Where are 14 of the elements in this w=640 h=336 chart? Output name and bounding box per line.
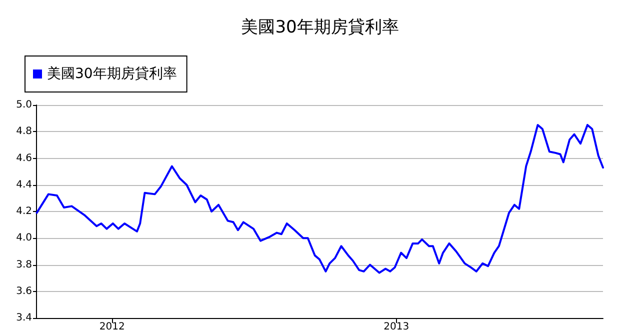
y-tick-label: 4.0 bbox=[16, 232, 32, 244]
x-tick-label: 2013 bbox=[384, 322, 410, 332]
y-tick-label: 3.8 bbox=[16, 259, 32, 270]
x-tick-label: 2012 bbox=[99, 322, 125, 332]
y-tick-label: 5.0 bbox=[16, 100, 32, 110]
y-tick-label: 4.6 bbox=[16, 152, 32, 164]
y-tick-label: 4.8 bbox=[16, 126, 32, 138]
chart-title: 美國30年期房貸利率 bbox=[241, 18, 399, 38]
y-tick-label: 4.4 bbox=[16, 179, 32, 190]
y-tick-label: 3.6 bbox=[16, 286, 32, 297]
line-series bbox=[36, 124, 604, 274]
y-tick-label: 3.4 bbox=[16, 312, 32, 324]
legend-label: 美國30年期房貸利率 bbox=[47, 66, 177, 82]
y-tick-label: 4.2 bbox=[16, 206, 32, 217]
